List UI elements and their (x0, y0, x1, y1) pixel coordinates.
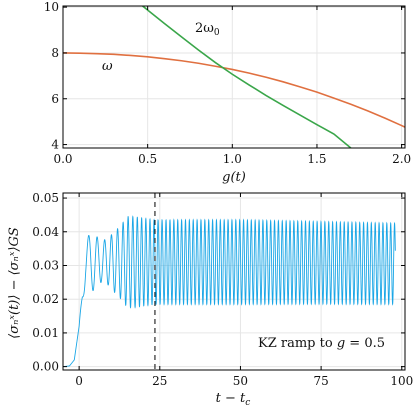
bottom-chart: 0 25 50 75 100 0.00 0.01 0.02 0.03 0.04 0.05 KZ ra… (7, 191, 413, 408)
bottom-ticks: 0 25 50 75 100 0.00 0.01 0.02 0.03 0.04 0.05 (32, 191, 413, 388)
top-x-tick-label: 0.5 (138, 152, 157, 166)
bottom-series-group (63, 215, 396, 368)
bottom-y-tick-label: 0.00 (32, 360, 59, 374)
top-series-group (63, 6, 405, 148)
top-x-tick-label: 1.0 (223, 152, 242, 166)
omega-series-line (63, 52, 405, 128)
top-y-tick-label: 6 (51, 92, 59, 106)
omega-annotation: ω (102, 59, 113, 74)
two-omega-text: 2ω (195, 21, 214, 36)
bottom-y-tick-label: 0.03 (32, 258, 59, 272)
bottom-x-label-main: t − t (216, 391, 246, 406)
top-ticks: 0.0 0.5 1.0 1.5 2.0 4 6 8 10 (44, 0, 411, 166)
top-x-tick-label: 0.0 (53, 152, 72, 166)
top-x-tick-label: 1.5 (307, 152, 326, 166)
top-y-tick-label: 10 (44, 0, 59, 14)
kz-ramp-value: = 0.5 (345, 336, 385, 351)
bottom-y-tick-label: 0.02 (32, 292, 59, 306)
top-x-axis-label: g(t) (222, 170, 246, 185)
bottom-y-tick-label: 0.04 (32, 225, 59, 239)
bottom-plot-frame (62, 192, 406, 371)
bottom-y-tick-label: 0.01 (32, 326, 59, 340)
two-omega-zero-series-line (142, 6, 352, 148)
top-grid (62, 6, 405, 148)
top-plot-frame (62, 5, 406, 149)
bottom-x-tick-label: 0 (75, 374, 83, 388)
bottom-y-tick-label: 0.05 (32, 191, 59, 205)
bottom-x-tick-label: 100 (390, 374, 413, 388)
bottom-x-tick-label: 50 (233, 374, 248, 388)
bottom-x-label-sub: c (245, 398, 250, 408)
top-x-tick-label: 2.0 (392, 152, 411, 166)
two-omega-zero-annotation: 2ω0 (195, 21, 220, 38)
top-y-tick-label: 4 (51, 138, 59, 152)
bottom-x-tick-label: 25 (152, 374, 167, 388)
kz-ramp-annotation: KZ ramp to g = 0.5 (258, 336, 385, 351)
top-chart: 0.0 0.5 1.0 1.5 2.0 4 6 8 10 ω 2ω0 g(t) (44, 0, 411, 185)
two-omega-subscript: 0 (214, 28, 220, 38)
bottom-x-axis-label: t − tc (216, 391, 251, 408)
top-y-tick-label: 8 (51, 46, 59, 60)
bottom-y-axis-label: ⟨σₙˣ(t)⟩ − ⟨σₙˣ⟩GS (7, 227, 22, 339)
bottom-x-tick-label: 75 (313, 374, 328, 388)
kz-ramp-text: KZ ramp to (258, 336, 333, 351)
magnetization-series-line (63, 215, 396, 368)
kz-ramp-g: g (337, 336, 345, 351)
